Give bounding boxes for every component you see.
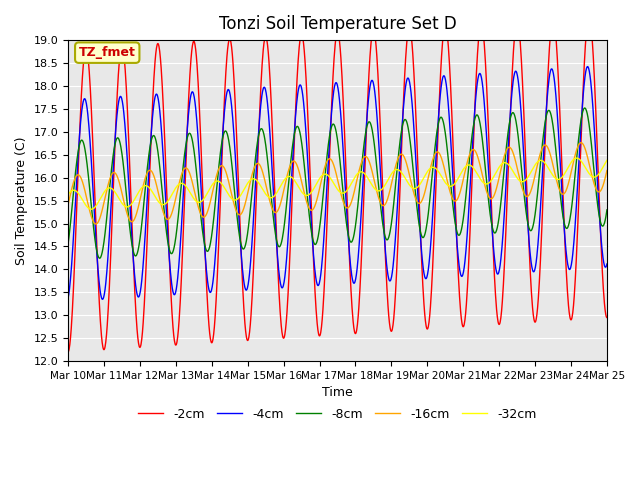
-4cm [99, 297, 106, 302]
-4cm [314, 283, 322, 288]
-8cm [603, 207, 611, 213]
-32cm [371, 186, 379, 192]
Line: -16cm: -16cm [68, 143, 607, 224]
-16cm [293, 162, 301, 168]
-2cm [304, 113, 312, 119]
-16cm [305, 204, 312, 209]
Line: -8cm: -8cm [68, 108, 607, 258]
-16cm [371, 181, 379, 187]
-32cm [573, 155, 580, 161]
-4cm [603, 261, 611, 267]
Line: -2cm: -2cm [68, 16, 607, 352]
-32cm [314, 179, 322, 184]
-16cm [128, 219, 136, 225]
-2cm [371, 31, 378, 36]
-32cm [64, 192, 72, 198]
-2cm [64, 349, 72, 355]
Title: Tonzi Soil Temperature Set D: Tonzi Soil Temperature Set D [219, 15, 456, 33]
-32cm [106, 185, 114, 191]
Text: TZ_fmet: TZ_fmet [79, 46, 136, 59]
X-axis label: Time: Time [322, 386, 353, 399]
-32cm [305, 192, 312, 198]
-32cm [128, 201, 136, 206]
-4cm [106, 220, 114, 226]
-8cm [314, 235, 322, 241]
-4cm [305, 166, 312, 172]
-4cm [64, 296, 72, 301]
-16cm [106, 175, 114, 181]
-8cm [96, 255, 104, 261]
-8cm [371, 148, 379, 154]
-8cm [106, 180, 114, 186]
-4cm [584, 64, 591, 70]
-8cm [128, 242, 136, 248]
-8cm [305, 202, 312, 208]
-16cm [64, 202, 72, 208]
-2cm [314, 324, 321, 330]
-8cm [64, 241, 72, 247]
-2cm [585, 13, 593, 19]
-8cm [581, 105, 589, 111]
-16cm [603, 168, 611, 173]
-32cm [293, 181, 301, 187]
-16cm [92, 221, 100, 227]
-4cm [371, 92, 379, 97]
Line: -4cm: -4cm [68, 67, 607, 300]
-2cm [128, 214, 136, 219]
-32cm [603, 157, 611, 163]
-2cm [293, 84, 301, 89]
-8cm [293, 123, 301, 129]
-2cm [603, 315, 611, 321]
Line: -32cm: -32cm [68, 158, 607, 209]
-4cm [293, 96, 301, 102]
-16cm [314, 193, 322, 199]
-4cm [128, 237, 136, 243]
-2cm [106, 276, 113, 281]
-32cm [87, 206, 95, 212]
-16cm [577, 140, 585, 145]
Y-axis label: Soil Temperature (C): Soil Temperature (C) [15, 136, 28, 265]
Legend: -2cm, -4cm, -8cm, -16cm, -32cm: -2cm, -4cm, -8cm, -16cm, -32cm [133, 403, 541, 425]
